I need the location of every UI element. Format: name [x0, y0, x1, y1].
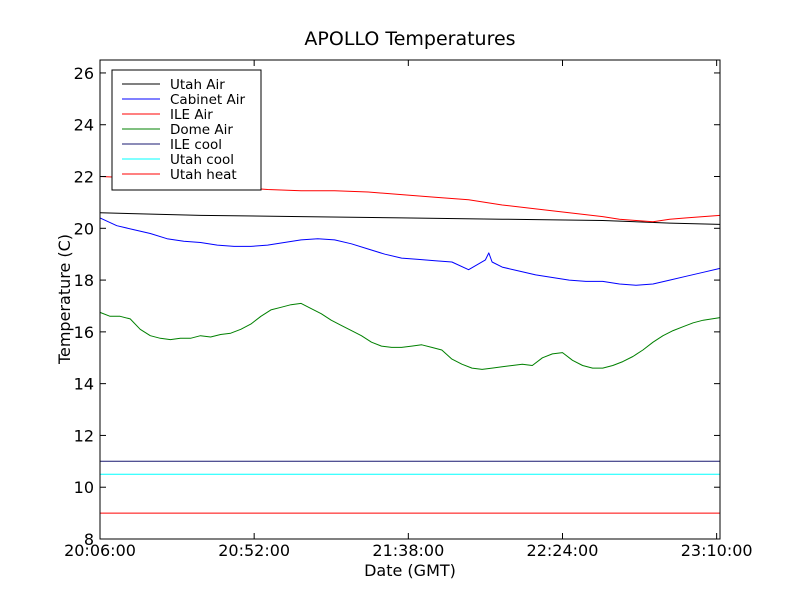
- x-axis-label: Date (GMT): [364, 561, 456, 580]
- y-tick-label: 16: [74, 323, 94, 342]
- y-tick-label: 24: [74, 116, 94, 135]
- legend-label-4: ILE cool: [170, 137, 222, 153]
- y-tick-label: 12: [74, 426, 94, 445]
- y-tick-label: 10: [74, 478, 94, 497]
- legend-box: [111, 69, 262, 191]
- series-layer: [99, 176, 721, 514]
- legend-label-2: ILE Air: [170, 107, 213, 123]
- y-axis-label: Temperature (C): [55, 234, 74, 365]
- y-tick-label: 18: [74, 271, 94, 290]
- series-line-1: [99, 217, 721, 286]
- x-tick-label: 21:38:00: [372, 541, 444, 560]
- legend-label-1: Cabinet Air: [170, 92, 245, 108]
- x-tick-label: 20:06:00: [64, 541, 136, 560]
- x-tick-label: 20:52:00: [218, 541, 290, 560]
- plot-frame: [99, 59, 721, 540]
- y-tick-label: 8: [84, 530, 94, 549]
- series-line-0: [99, 212, 721, 225]
- chart-title: APOLLO Temperatures: [304, 28, 515, 50]
- x-tick-label: 22:24:00: [527, 541, 599, 560]
- legend-label-5: Utah cool: [170, 152, 234, 168]
- y-tick-label: 20: [74, 219, 94, 238]
- legend-label-3: Dome Air: [170, 122, 233, 138]
- y-tick-label: 22: [74, 168, 94, 187]
- y-tick-label: 14: [74, 375, 94, 394]
- x-tick-label: 23:10:00: [681, 541, 753, 560]
- legend-label-0: Utah Air: [170, 77, 225, 93]
- legend-label-6: Utah heat: [170, 167, 237, 183]
- ticks-layer: 8 10 12 14 16 18 20 22 24 26 20:06:00 20:52:00 21:38…: [64, 60, 753, 560]
- series-line-3: [99, 302, 721, 370]
- y-tick-label: 26: [74, 64, 94, 83]
